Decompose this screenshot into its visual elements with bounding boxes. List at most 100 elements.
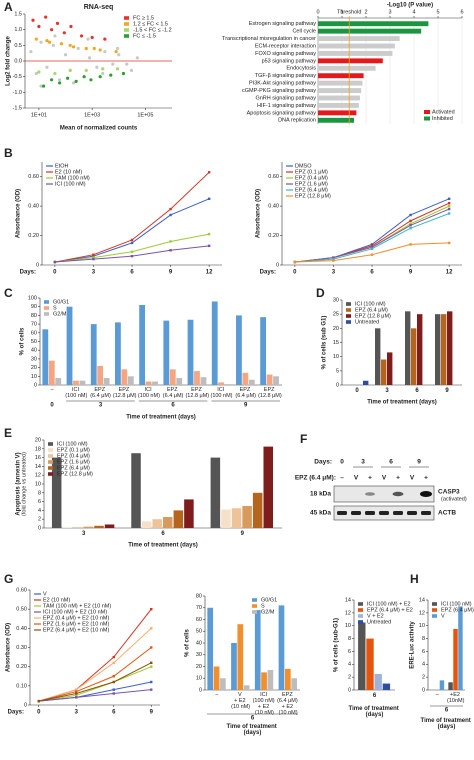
bar (318, 28, 422, 34)
y-tick-label: 14 (419, 597, 425, 603)
bar (318, 58, 383, 64)
y-tick-label: TGF-β signaling pathway (255, 73, 316, 79)
legend-label: EPZ (0.4 μM) (57, 453, 90, 459)
marker (447, 202, 451, 205)
point (71, 45, 76, 49)
legend-label: 1.2 ≤ FC < 1.5 (133, 21, 168, 27)
legend-swatch (252, 598, 257, 602)
bar (284, 668, 291, 690)
series-line (38, 666, 152, 702)
point (79, 34, 84, 38)
x-tick-label: 9 (409, 270, 413, 276)
y-tick-label: 40 (196, 640, 202, 646)
bar (261, 672, 267, 690)
bar (453, 628, 458, 690)
panel-letter: F (300, 432, 307, 446)
y-tick-label: 2 (348, 675, 351, 681)
y-tick-label: 50 (196, 629, 202, 635)
legend-label: EPZ (0.4 μM) + E2 (10 nM) (43, 615, 109, 621)
marker (150, 661, 153, 665)
band-size: 18 kDa (310, 491, 331, 498)
bar (278, 605, 285, 690)
y-axis-title: Absorbance (OD) (16, 189, 22, 238)
legend-label: EPZ (6.4 μM) (295, 187, 328, 193)
y-tick-label: 4 (38, 508, 41, 514)
y-tick-label: FOXO signaling pathway (255, 51, 316, 57)
y-tick-label: Cell cycle (292, 29, 316, 35)
x-tick-label: 12 (446, 270, 453, 276)
bar (213, 666, 220, 690)
y-tick-label: 10 (419, 623, 425, 629)
marker (332, 257, 335, 261)
marker (169, 213, 172, 217)
y-tick-label: 30 (196, 652, 202, 658)
marker (409, 219, 412, 223)
bar (73, 527, 83, 528)
panel-letter: G (4, 572, 13, 586)
marker (370, 246, 374, 249)
bar (439, 680, 445, 690)
point (55, 21, 60, 25)
y-axis-title: % of cells (sub G1) (322, 316, 328, 370)
point (34, 37, 38, 41)
bar (121, 369, 128, 385)
y-tick-label: 0 (38, 525, 41, 531)
y-tick-label: 0.0 (14, 58, 22, 64)
point (50, 78, 54, 82)
point (31, 18, 35, 22)
legend-label: EPZ (0.4 μM) (295, 175, 328, 181)
x-tick-label: – (51, 387, 55, 393)
legend-swatch (252, 610, 257, 614)
x-tick-label: ICI (100 nM) + E2 (10 nM) (253, 692, 277, 716)
point (111, 62, 115, 66)
x-tick-label: 6 (373, 693, 377, 699)
legend-swatch (346, 314, 351, 318)
legend-label: DMSO (295, 163, 312, 169)
y-tick-label: -1.5 (13, 105, 22, 111)
y-tick-label: 1.5 (14, 11, 22, 17)
band (392, 491, 404, 497)
bar (152, 519, 162, 528)
y-tick-label: 0 (348, 687, 351, 693)
bar (207, 607, 214, 690)
marker (150, 680, 153, 684)
legend-label: Activated (432, 109, 455, 115)
x-tick-label: EPZ (6.4 μM) (90, 387, 111, 399)
point (47, 40, 52, 44)
y-tick-label: 15 (333, 340, 339, 346)
x-tick-label: +E2 (10nM) (447, 692, 465, 704)
y-tick-label: 8 (422, 636, 425, 642)
bar (115, 322, 121, 385)
bar (90, 324, 97, 385)
bar (405, 311, 411, 385)
point (117, 53, 121, 57)
bar (387, 352, 393, 385)
legend-swatch (48, 454, 53, 458)
x-tick-label: EPZ (6.4 μM) (235, 387, 256, 399)
x-tick-label: – (215, 692, 219, 698)
point (98, 75, 102, 79)
lane-label: + (368, 475, 372, 482)
marker (75, 690, 78, 693)
bar (366, 638, 374, 690)
point (84, 46, 88, 51)
legend-label: ICI (100 nM) (441, 601, 472, 607)
lane-label: + (396, 475, 400, 482)
bar (73, 380, 79, 385)
y-tick-label: 2 (422, 675, 425, 681)
marker (293, 260, 297, 264)
y-tick-label: 10 (333, 354, 339, 360)
y-axis-title: Apoptosis (annexin V) (16, 452, 22, 515)
y-tick-label: 10 (196, 676, 202, 682)
marker (370, 247, 374, 251)
x-tick-label: 9 (241, 531, 245, 537)
bar (66, 306, 73, 385)
bar (169, 369, 176, 385)
y-tick-label: 100 (28, 295, 37, 301)
legend-swatch (44, 306, 49, 310)
lane-label: – (340, 475, 344, 482)
bar (48, 360, 55, 385)
x-tick-label: 2 (364, 9, 367, 15)
point (125, 62, 129, 66)
bar (447, 311, 453, 385)
